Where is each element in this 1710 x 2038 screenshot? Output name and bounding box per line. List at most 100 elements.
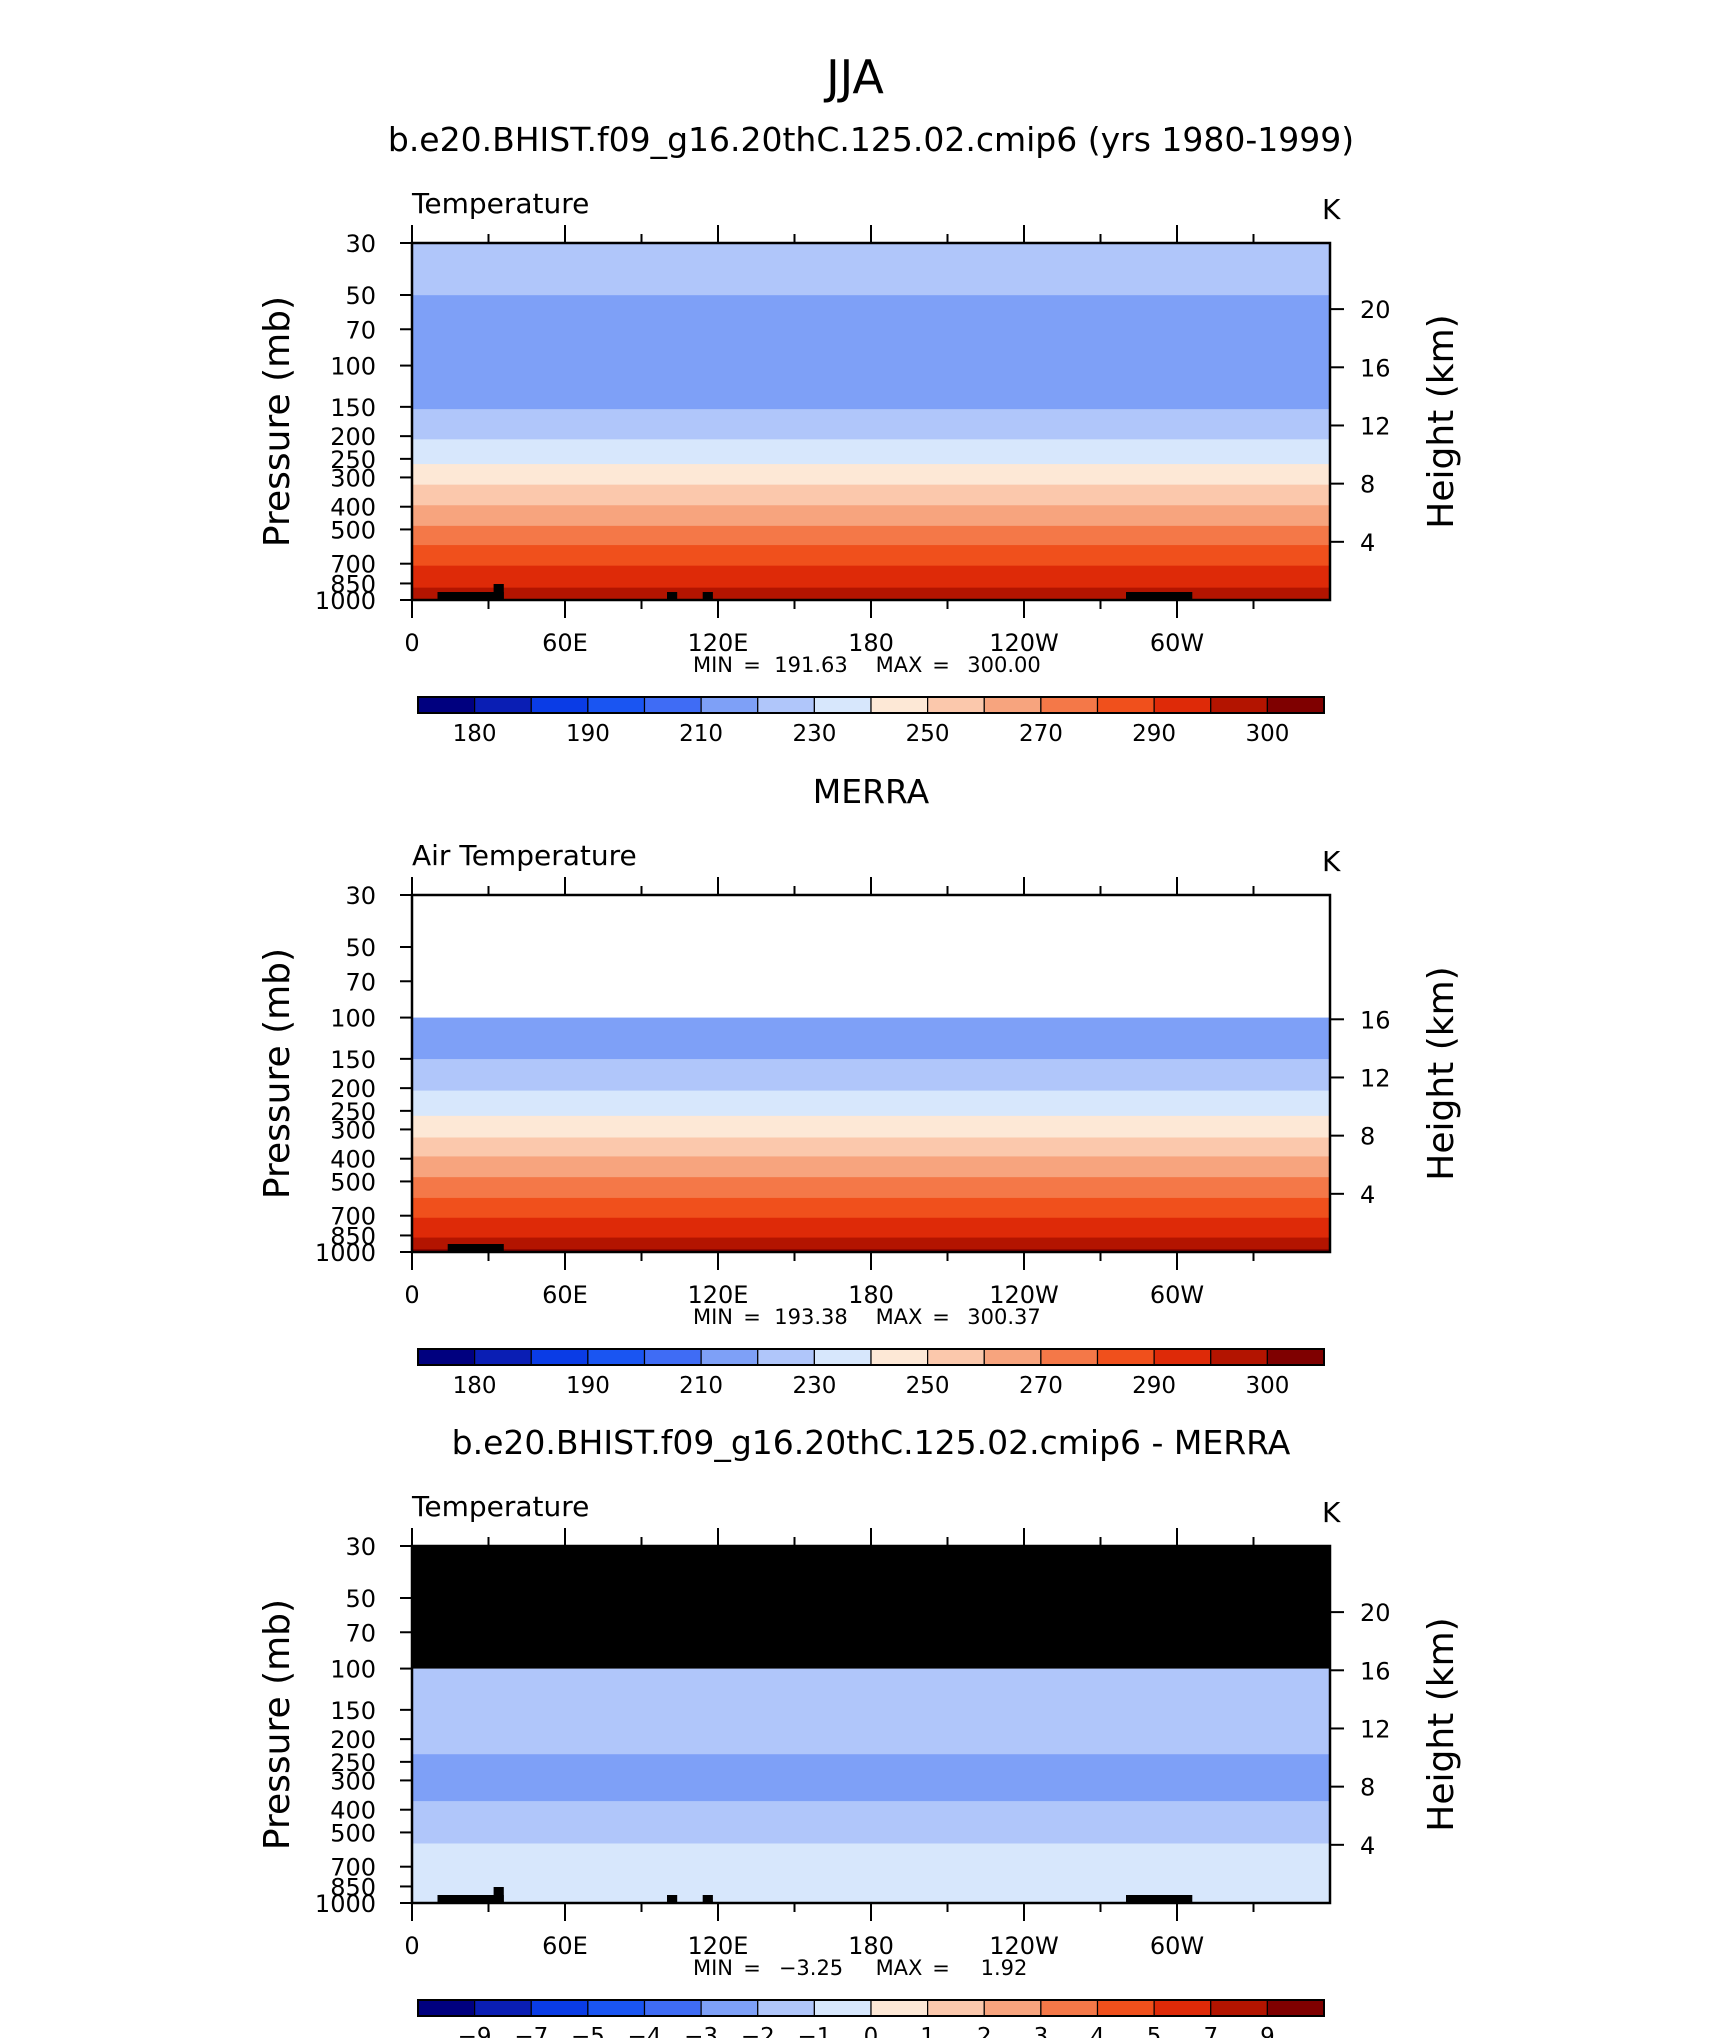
colorbar-swatch bbox=[983, 1348, 1042, 1366]
height-tick-label: 8 bbox=[1360, 1123, 1375, 1151]
panel-left-string: Temperature bbox=[411, 187, 589, 220]
colorbar-label: 300 bbox=[1245, 1373, 1289, 1399]
topography-mask bbox=[437, 592, 504, 600]
height-tick-label: 4 bbox=[1360, 529, 1375, 557]
y-tick-label: 200 bbox=[330, 423, 376, 451]
panel-units: K bbox=[1322, 193, 1341, 226]
contour-band bbox=[412, 1090, 1330, 1117]
contour-band bbox=[412, 587, 1330, 601]
y-tick-label: 200 bbox=[330, 1726, 376, 1754]
colorbar-swatch bbox=[983, 696, 1042, 714]
colorbar-swatch bbox=[700, 696, 759, 714]
contour-band bbox=[412, 484, 1330, 506]
topography-mask bbox=[437, 1895, 504, 1903]
colorbar-swatch bbox=[927, 696, 985, 714]
y-axis-label-right: Height (km) bbox=[1421, 966, 1462, 1180]
topography-mask bbox=[667, 1895, 678, 1903]
y-tick-label: 150 bbox=[330, 394, 376, 422]
x-tick-label: 120W bbox=[989, 1281, 1059, 1309]
x-tick-label: 60W bbox=[1150, 1932, 1204, 1960]
x-tick-label: 120E bbox=[688, 629, 749, 657]
contour-band bbox=[412, 1754, 1330, 1802]
y-tick-label: 50 bbox=[345, 1585, 376, 1613]
height-tick-label: 20 bbox=[1360, 1599, 1391, 1627]
y-tick-label: 250 bbox=[330, 1749, 376, 1777]
contour-band bbox=[412, 545, 1330, 567]
colorbar-swatch bbox=[643, 1999, 702, 2017]
min-label: MIN bbox=[693, 1956, 733, 1980]
y-tick-label: 400 bbox=[330, 494, 376, 522]
y-tick-label: 300 bbox=[330, 1767, 376, 1795]
y-axis-label: Pressure (mb) bbox=[257, 296, 298, 547]
height-tick-label: 12 bbox=[1360, 1064, 1391, 1092]
panel-title: b.e20.BHIST.f09_g16.20thC.125.02.cmip6 (… bbox=[388, 120, 1354, 159]
figure-title: JJA bbox=[823, 50, 884, 104]
equals-sign: = bbox=[743, 1956, 761, 1980]
y-axis-label-right: Height (km) bbox=[1421, 1617, 1462, 1831]
colorbar-swatch bbox=[813, 1348, 872, 1366]
colorbar-frame bbox=[417, 1348, 1325, 1366]
y-tick-label: 500 bbox=[330, 1168, 376, 1196]
y-tick-label: 1000 bbox=[315, 1890, 376, 1918]
colorbar-label: −2 bbox=[741, 2024, 775, 2038]
colorbar-swatch bbox=[870, 696, 929, 714]
colorbar-label: 290 bbox=[1132, 721, 1176, 747]
height-tick-label: 12 bbox=[1360, 1715, 1391, 1743]
colorbar-swatch bbox=[474, 1999, 532, 2017]
colorbar-label: 5 bbox=[1147, 2024, 1162, 2038]
y-tick-label: 70 bbox=[345, 968, 376, 996]
colorbar-label: 230 bbox=[792, 721, 836, 747]
contour-band bbox=[412, 1137, 1330, 1158]
colorbar-label: 230 bbox=[792, 1373, 836, 1399]
equals-sign: = bbox=[932, 1305, 950, 1329]
colorbar-swatch bbox=[700, 1348, 759, 1366]
x-tick-label: 60E bbox=[542, 1281, 588, 1309]
colorbar-label: 1 bbox=[920, 2024, 935, 2038]
colorbar-label: 290 bbox=[1132, 1373, 1176, 1399]
colorbar-swatch bbox=[1266, 1348, 1325, 1366]
panel-left-string: Temperature bbox=[411, 1490, 589, 1523]
colorbar-swatch bbox=[474, 1348, 532, 1366]
x-tick-label: 60W bbox=[1150, 1281, 1204, 1309]
contour-band bbox=[412, 1059, 1330, 1092]
y-tick-label: 850 bbox=[330, 1222, 376, 1250]
x-tick-label: 180 bbox=[848, 1932, 894, 1960]
colorbar-label: 270 bbox=[1019, 721, 1063, 747]
colorbar-swatch bbox=[927, 1348, 985, 1366]
contour-band bbox=[412, 1668, 1330, 1755]
contour-band bbox=[412, 1017, 1330, 1060]
colorbar-swatch bbox=[530, 696, 589, 714]
colorbar-label: 3 bbox=[1034, 2024, 1049, 2038]
contour-band bbox=[412, 1115, 1330, 1139]
y-tick-label: 70 bbox=[345, 316, 376, 344]
panel-left-string: Air Temperature bbox=[412, 839, 637, 872]
x-tick-label: 120W bbox=[989, 629, 1059, 657]
colorbar-label: 210 bbox=[679, 1373, 723, 1399]
equals-sign: = bbox=[932, 1956, 950, 1980]
colorbar-label: 250 bbox=[906, 721, 950, 747]
colorbar-swatch bbox=[474, 696, 532, 714]
colorbar-swatch bbox=[983, 1999, 1042, 2017]
colorbar-label: 190 bbox=[566, 721, 610, 747]
max-value: 300.00 bbox=[967, 653, 1040, 677]
colorbar-swatch bbox=[1096, 1999, 1155, 2017]
x-tick-label: 0 bbox=[404, 1281, 419, 1309]
x-tick-label: 120E bbox=[688, 1281, 749, 1309]
colorbar-label: −4 bbox=[628, 2024, 662, 2038]
y-tick-label: 1000 bbox=[315, 587, 376, 615]
height-tick-label: 16 bbox=[1360, 354, 1391, 382]
y-tick-label: 250 bbox=[330, 1098, 376, 1126]
y-tick-label: 150 bbox=[330, 1046, 376, 1074]
y-tick-label: 100 bbox=[330, 353, 376, 381]
y-axis-label: Pressure (mb) bbox=[257, 1599, 298, 1850]
colorbar-label: −7 bbox=[514, 2024, 548, 2038]
colorbar-swatch bbox=[587, 1999, 646, 2017]
y-tick-label: 30 bbox=[345, 882, 376, 910]
contour-band bbox=[412, 439, 1330, 465]
contour-band bbox=[412, 295, 1330, 410]
colorbar-frame bbox=[417, 1999, 1325, 2017]
contour-band bbox=[412, 1801, 1330, 1845]
max-label: MAX bbox=[876, 653, 923, 677]
contour-band bbox=[412, 505, 1330, 527]
colorbar-label: −3 bbox=[684, 2024, 718, 2038]
